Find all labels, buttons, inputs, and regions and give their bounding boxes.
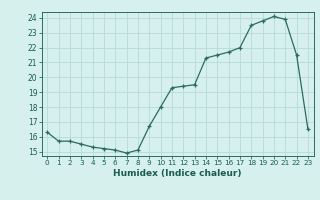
X-axis label: Humidex (Indice chaleur): Humidex (Indice chaleur) (113, 169, 242, 178)
